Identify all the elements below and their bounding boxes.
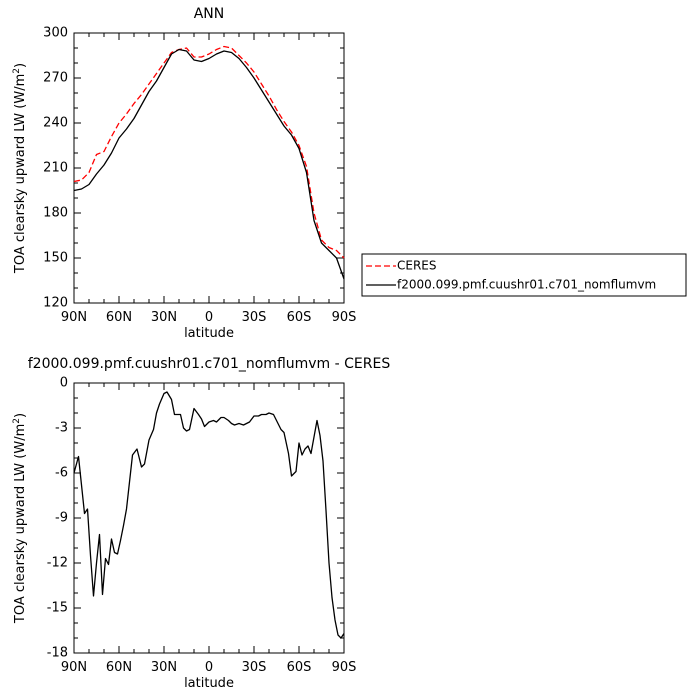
- y-tick-label: 180: [43, 206, 68, 221]
- series-line-1: [73, 391, 345, 639]
- y-tick-label: 210: [43, 161, 68, 176]
- y-axis-label: TOA clearsky upward LW (W/m2): [12, 63, 28, 274]
- legend-label-2: f2000.099.pmf.cuushr01.c701_nomflumvm: [397, 278, 656, 292]
- x-tick-label: 0: [205, 310, 213, 325]
- y-axis-label-superscript: 2: [12, 418, 22, 424]
- y-tick-label: 270: [43, 71, 68, 86]
- x-tick-label: 30S: [242, 660, 267, 675]
- y-axis-label-main: TOA clearsky upward LW (W/m: [13, 424, 28, 624]
- x-tick-label: 90N: [61, 660, 87, 675]
- chart-panel-2: f2000.099.pmf.cuushr01.c701_nomflumvm - …: [12, 356, 390, 691]
- y-tick-label: -18: [47, 646, 68, 661]
- legend-box: [361, 253, 687, 297]
- y-tick-label: -6: [55, 466, 68, 481]
- y-tick-label: 150: [43, 251, 68, 266]
- x-tick-label: 90N: [61, 310, 87, 325]
- series-line-1: [73, 45, 345, 259]
- x-tick-label: 90S: [332, 660, 357, 675]
- x-axis-label: latitude: [184, 676, 234, 691]
- y-axis-label-end: ): [13, 63, 28, 68]
- y-tick-label: 120: [43, 296, 68, 311]
- x-axis-label: latitude: [184, 326, 234, 341]
- series-line-2: [73, 48, 345, 280]
- y-axis-label-main: TOA clearsky upward LW (W/m: [13, 74, 28, 274]
- y-tick-label: 0: [60, 376, 68, 391]
- x-tick-label: 30N: [151, 660, 177, 675]
- y-tick-label: 300: [43, 26, 68, 41]
- chart-panel-1: ANN 90N 60N 30N 0 30S 60S 90S 120 150 180 210 240 270…: [12, 6, 687, 341]
- y-axis-label: TOA clearsky upward LW (W/m2): [12, 413, 28, 624]
- x-tick-label: 60N: [106, 660, 132, 675]
- legend: CERES f2000.099.pmf.cuushr01.c701_nomflum…: [361, 253, 687, 297]
- y-axis-label-end: ): [13, 413, 28, 418]
- y-tick-label: -15: [47, 601, 68, 616]
- x-tick-label: 0: [205, 660, 213, 675]
- plot-frame: [73, 382, 345, 654]
- x-tick-label: 60S: [287, 310, 312, 325]
- y-axis-label-superscript: 2: [12, 68, 22, 74]
- legend-label-1: CERES: [397, 259, 437, 273]
- x-tick-label: 30N: [151, 310, 177, 325]
- chart-title: ANN: [194, 6, 225, 22]
- y-tick-label: -3: [55, 421, 68, 436]
- plot-frame: [73, 32, 345, 304]
- x-tick-label: 60N: [106, 310, 132, 325]
- y-tick-label: 240: [43, 116, 68, 131]
- x-tick-label: 60S: [287, 660, 312, 675]
- y-tick-label: -12: [47, 556, 68, 571]
- y-tick-label: -9: [55, 511, 68, 526]
- x-tick-label: 30S: [242, 310, 267, 325]
- x-tick-label: 90S: [332, 310, 357, 325]
- chart-title: f2000.099.pmf.cuushr01.c701_nomflumvm - …: [28, 356, 391, 372]
